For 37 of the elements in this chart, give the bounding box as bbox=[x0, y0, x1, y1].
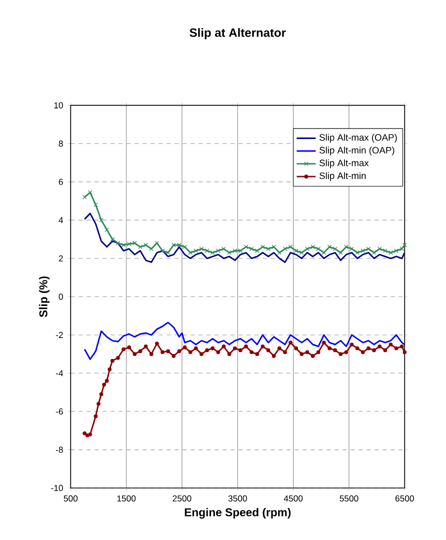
y-tick-label: 8 bbox=[58, 140, 63, 147]
point bbox=[149, 246, 154, 252]
y-tick-label: 4 bbox=[58, 217, 64, 224]
y-axis-title: Slip (%) bbox=[39, 276, 50, 318]
chart-title: Slip at Alternator bbox=[190, 28, 286, 40]
x-tick-label: 5500 bbox=[340, 495, 358, 502]
y-tick-label: -8 bbox=[56, 446, 63, 453]
point bbox=[322, 250, 326, 255]
y-tick-label: 2 bbox=[58, 255, 63, 262]
x-tick-label: 4500 bbox=[284, 495, 303, 502]
legend-label: Slip Alt-max (OAP) bbox=[319, 134, 397, 143]
point bbox=[82, 194, 87, 200]
point bbox=[104, 227, 110, 232]
y-tick-label: -4 bbox=[56, 370, 64, 376]
x-tick-label: 2500 bbox=[172, 495, 192, 502]
y-tick-label: -2 bbox=[56, 332, 63, 338]
legend-label: Slip Alt-min (OAP) bbox=[319, 146, 394, 156]
y-tick-label: 10 bbox=[54, 102, 63, 108]
y-tick-label: -10 bbox=[51, 484, 63, 492]
point bbox=[372, 250, 376, 255]
x-tick-label: 6500 bbox=[395, 495, 414, 502]
x-tick-label: 1500 bbox=[117, 495, 136, 502]
point bbox=[99, 218, 104, 222]
x-tick-label: 500 bbox=[64, 495, 78, 502]
point bbox=[402, 242, 407, 248]
point bbox=[154, 240, 160, 246]
legend-label: Slip Alt-max bbox=[319, 159, 369, 168]
y-tick-label: -6 bbox=[56, 408, 63, 415]
y-tick-label: 0 bbox=[58, 294, 63, 300]
x-tick-label: 3500 bbox=[228, 495, 247, 502]
point bbox=[110, 237, 115, 242]
y-tick-label: 6 bbox=[58, 178, 63, 185]
point bbox=[277, 250, 282, 255]
x-axis-title: Engine Speed (rpm) bbox=[184, 508, 291, 519]
point bbox=[88, 190, 92, 195]
legend-label: Slip Alt-min bbox=[319, 172, 366, 181]
point bbox=[93, 202, 98, 208]
